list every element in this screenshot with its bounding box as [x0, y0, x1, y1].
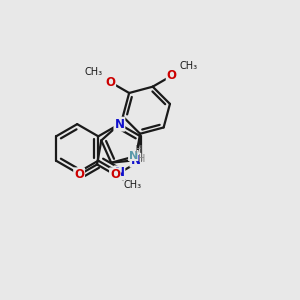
Text: O: O [110, 168, 120, 181]
Text: N: N [114, 167, 124, 179]
Text: N: N [129, 151, 138, 160]
Text: N: N [114, 118, 124, 130]
Text: H: H [135, 145, 142, 155]
Text: CH₃: CH₃ [84, 67, 102, 77]
Text: H: H [138, 154, 145, 164]
Text: CH₃: CH₃ [179, 61, 198, 71]
Text: O: O [105, 76, 115, 88]
Text: O: O [74, 168, 84, 181]
Text: N: N [130, 154, 140, 167]
Text: O: O [167, 69, 177, 82]
Text: CH₃: CH₃ [124, 180, 142, 190]
